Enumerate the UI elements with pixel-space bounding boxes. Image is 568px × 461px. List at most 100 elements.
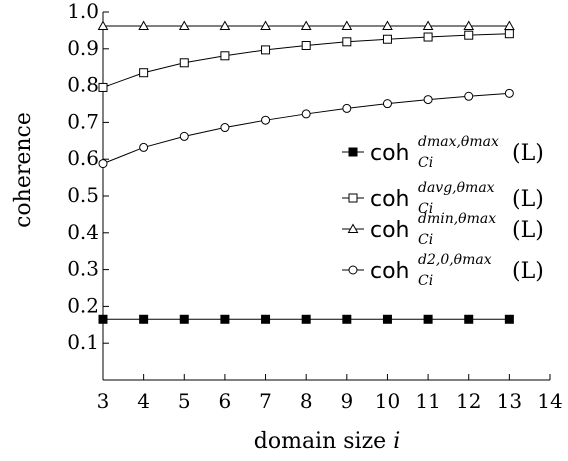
data-point [423, 314, 433, 324]
x-ticks: 3 4 5 6 7 8 9 10 11 12 13 14 [97, 374, 563, 413]
data-point [423, 32, 433, 42]
x-tick-label: 11 [415, 389, 440, 413]
data-point [98, 159, 108, 169]
series-4 [98, 88, 514, 169]
legend-label: coh [370, 259, 410, 284]
data-point [422, 20, 434, 30]
data-point [301, 40, 311, 50]
data-point [178, 20, 190, 30]
data-point [179, 131, 189, 141]
legend-superscript: d2,0,θmax [418, 252, 492, 268]
y-tick-label: 0.6 [67, 146, 99, 170]
plot-area [97, 20, 515, 324]
data-point [261, 115, 271, 125]
legend-subscript: Ci [418, 273, 433, 289]
data-point [382, 34, 392, 44]
legend-entry-2: coh davg,θmax Ci (L) [342, 180, 544, 217]
x-tick-label: 3 [97, 389, 110, 413]
y-tick-label: 0.4 [67, 220, 99, 244]
data-point [97, 20, 109, 30]
legend-label: coh [370, 187, 410, 212]
legend-argument: (L) [512, 141, 544, 166]
legend-argument: (L) [512, 187, 544, 212]
series-line [102, 92, 510, 165]
data-point [463, 20, 475, 30]
legend-label: coh [370, 218, 410, 243]
series-3 [97, 20, 515, 30]
data-point [382, 314, 392, 324]
legend-marker [348, 193, 358, 203]
series-2 [98, 29, 514, 92]
y-tick-label: 0.5 [67, 183, 99, 207]
data-point [98, 314, 108, 324]
data-point [504, 20, 515, 30]
data-point [464, 91, 474, 101]
y-tick-label: 0.2 [67, 293, 99, 317]
legend-label: coh [370, 141, 410, 166]
data-point [179, 58, 189, 68]
data-point [382, 20, 393, 30]
series-1 [98, 314, 514, 324]
data-point [342, 103, 352, 113]
x-axis-label: domain size i [254, 429, 400, 454]
x-tick-label: 8 [300, 389, 313, 413]
legend-subscript: Ci [418, 232, 433, 248]
legend-argument: (L) [512, 218, 544, 243]
legend-subscript: Ci [418, 201, 433, 217]
data-point [382, 99, 392, 109]
data-point [504, 314, 514, 324]
data-point [98, 82, 108, 92]
data-point [139, 68, 149, 78]
y-tick-label: 0.9 [67, 36, 99, 60]
y-tick-label: 0.7 [67, 109, 99, 133]
data-point [504, 29, 514, 39]
legend-entry-1: coh dmax,θmax Ci (L) [342, 134, 544, 171]
data-point [138, 20, 149, 30]
x-tick-label: 7 [259, 389, 272, 413]
y-ticks: 0.1 0.2 0.3 0.4 0.5 0.6 0.7 0.8 0.9 1.0 [67, 0, 109, 354]
data-point [301, 109, 311, 119]
data-point [139, 314, 149, 324]
data-point [504, 88, 514, 98]
data-point [260, 20, 271, 30]
legend-superscript: davg,θmax [418, 180, 495, 196]
data-point [220, 51, 230, 61]
y-tick-label: 0.3 [67, 257, 99, 281]
data-point [342, 37, 352, 47]
legend-marker [347, 223, 359, 233]
x-tick-label: 13 [497, 389, 522, 413]
x-tick-label: 12 [456, 389, 481, 413]
x-tick-label: 10 [375, 389, 400, 413]
legend-superscript: dmin,θmax [418, 211, 496, 227]
legend-subscript: Ci [418, 155, 433, 171]
data-point [464, 30, 474, 40]
x-tick-label: 6 [219, 389, 232, 413]
x-tick-label: 14 [537, 389, 562, 413]
legend-entry-3: coh dmin,θmax Ci (L) [342, 211, 544, 248]
data-point [301, 314, 311, 324]
data-point [423, 95, 433, 105]
data-point [219, 20, 231, 30]
y-tick-label: 1.0 [67, 0, 99, 23]
x-tick-label: 9 [340, 389, 353, 413]
legend-superscript: dmax,θmax [418, 134, 499, 150]
data-point [464, 314, 474, 324]
y-tick-label: 0.1 [67, 330, 99, 354]
data-point [261, 314, 271, 324]
data-point [300, 20, 312, 30]
data-point [139, 142, 149, 152]
y-tick-label: 0.8 [67, 73, 99, 97]
y-axis-label: coherence [11, 112, 36, 228]
data-point [220, 314, 230, 324]
x-tick-label: 5 [178, 389, 191, 413]
x-tick-label: 4 [137, 389, 150, 413]
data-point [261, 45, 271, 55]
legend-argument: (L) [512, 259, 544, 284]
legend-entry-4: coh d2,0,θmax Ci (L) [342, 252, 544, 289]
legend-marker [348, 265, 358, 275]
axes [102, 12, 550, 381]
legend-marker [348, 147, 358, 157]
data-point [341, 20, 353, 30]
